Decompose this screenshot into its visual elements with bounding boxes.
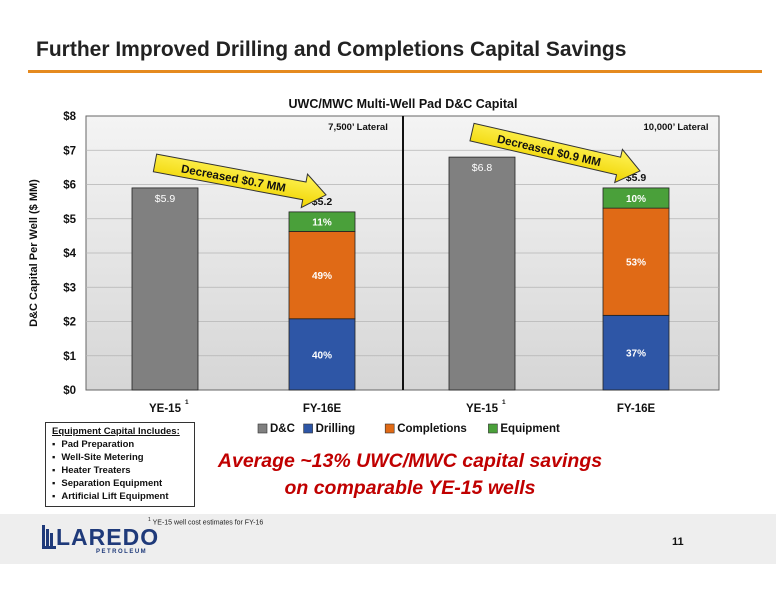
equipment-list: Pad Preparation Well-Site Metering Heate…	[52, 438, 194, 503]
legend-swatch	[303, 423, 313, 434]
equipment-item: Well-Site Metering	[52, 451, 194, 464]
y-tick-label: $8	[63, 111, 76, 123]
title-divider	[28, 70, 762, 73]
segment-label: 49%	[312, 271, 332, 282]
legend-swatch	[488, 423, 498, 434]
y-tick-label: $6	[63, 180, 76, 192]
bar-segment-drilling	[288, 318, 356, 391]
footnote: 1 YE-15 well cost estimates for FY-16	[148, 517, 263, 526]
bar-segment-dc	[448, 156, 516, 391]
y-tick-label: $1	[63, 351, 76, 363]
footnote-mark: 1	[148, 517, 151, 523]
equipment-item: Separation Equipment	[52, 477, 194, 490]
chart-title: UWC/MWC Multi-Well Pad D&C Capital	[289, 97, 518, 111]
group-label-7500: 7,500’ Lateral	[328, 122, 388, 133]
footnote-text: YE-15 well cost estimates for FY-16	[152, 519, 264, 527]
bar-segment-equipment	[288, 211, 356, 232]
y-tick-label: $5	[63, 214, 76, 226]
savings-line-2: on comparable YE-15 wells	[284, 477, 536, 499]
segment-label: 37%	[626, 349, 646, 360]
x-tick-superscript: 1	[185, 399, 189, 406]
x-tick-label: FY-16E	[303, 403, 342, 415]
equipment-box-heading: Equipment Capital Includes:	[52, 426, 180, 437]
equipment-item: Heater Treaters	[52, 464, 194, 477]
bar-segment-completions	[602, 207, 670, 316]
legend-entry: D&C	[270, 423, 295, 435]
equipment-item: Pad Preparation	[52, 438, 194, 451]
y-tick-label: $3	[63, 282, 76, 294]
legend-entry: Drilling	[316, 423, 356, 435]
footer-band	[0, 514, 776, 564]
decrease-arrow-shape	[152, 153, 327, 209]
legend-entry: Completions	[397, 423, 467, 435]
total-label: $6.8	[472, 162, 493, 174]
equipment-capital-box: Equipment Capital Includes: Pad Preparat…	[45, 422, 195, 507]
legend-swatch	[384, 423, 395, 434]
y-tick-label: $4	[63, 248, 76, 260]
y-tick-label: $7	[63, 145, 76, 157]
segment-label: 10%	[626, 194, 646, 205]
x-tick-label: FY-16E	[617, 403, 656, 415]
total-label: $5.9	[155, 193, 176, 205]
savings-callout: Average ~13% UWC/MWC capital savings on …	[190, 448, 630, 502]
segment-label: 11%	[312, 218, 332, 229]
legend-entry: Equipment	[500, 423, 560, 435]
bar-segment-dc	[131, 187, 199, 391]
y-tick-label: $0	[63, 385, 76, 397]
decrease-arrow-shape	[469, 122, 641, 184]
segment-label: 53%	[626, 258, 646, 269]
bar-segment-completions	[288, 231, 356, 320]
y-axis-label: D&C Capital Per Well ($ MM)	[28, 179, 40, 327]
x-tick-label: YE-15	[466, 403, 499, 415]
logo-wordmark: LAREDO	[56, 524, 159, 550]
y-tick-label: $2	[63, 317, 76, 329]
x-tick-label: YE-15	[149, 403, 182, 415]
page-title: Further Improved Drilling and Completion…	[36, 38, 627, 61]
segment-label: 40%	[312, 350, 332, 361]
laredo-logo: LAREDO PETROLEUM	[42, 524, 159, 555]
group-label-10000: 10,000’ Lateral	[644, 122, 709, 133]
legend-swatch	[257, 423, 268, 434]
savings-line-1: Average ~13% UWC/MWC capital savings	[217, 450, 603, 472]
bar-segment-equipment	[602, 187, 670, 209]
logo-subtitle: PETROLEUM	[96, 549, 147, 555]
page-number: 11	[672, 536, 684, 548]
x-tick-superscript: 1	[502, 399, 506, 406]
equipment-item: Artificial Lift Equipment	[52, 490, 194, 503]
